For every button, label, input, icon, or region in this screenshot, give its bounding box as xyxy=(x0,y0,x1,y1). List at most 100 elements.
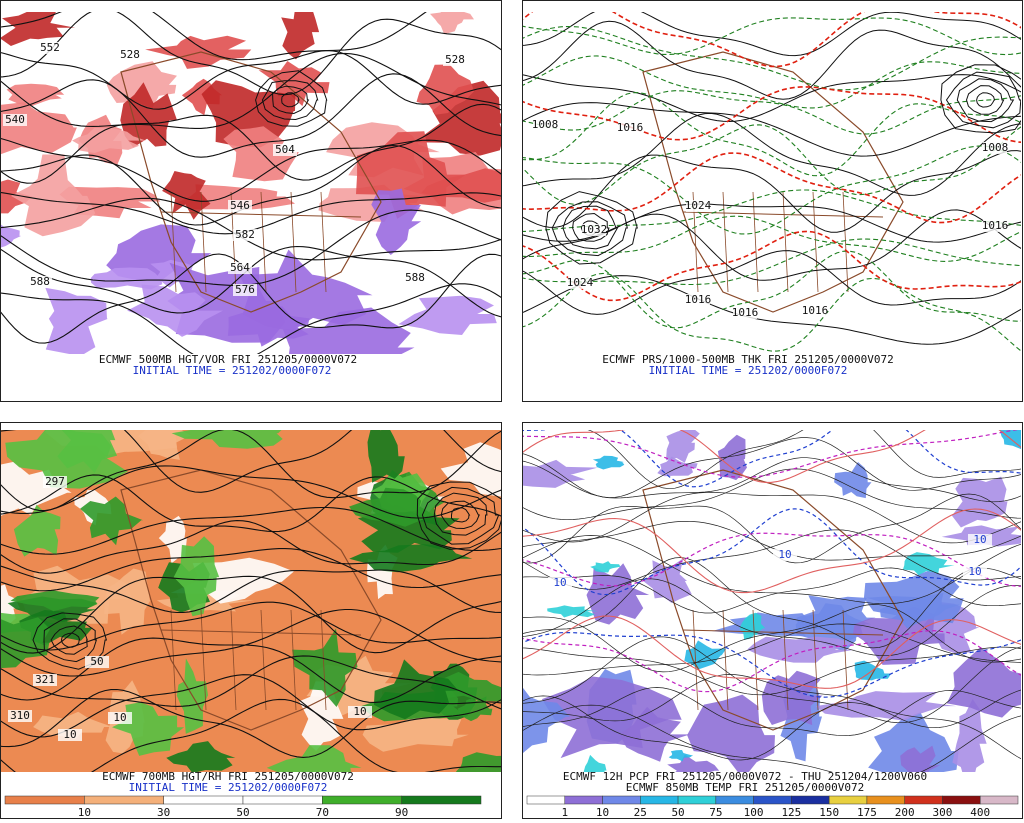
border xyxy=(682,629,884,636)
contour xyxy=(523,86,1021,144)
border xyxy=(170,191,177,293)
coastline xyxy=(120,51,382,313)
label-bg xyxy=(233,229,257,241)
caption: ECMWF 500MB HGT/VOR FRI 251205/0000V072 xyxy=(99,353,357,366)
contour-label: 1008 xyxy=(982,141,1009,154)
contour xyxy=(587,430,1021,490)
shaded-area xyxy=(13,504,61,557)
label-bg xyxy=(443,54,467,66)
colorbar-swatch xyxy=(602,795,641,805)
contour xyxy=(523,430,1021,483)
shaded-area xyxy=(398,295,497,335)
contour xyxy=(523,631,1021,698)
shaded-area xyxy=(127,284,223,337)
colorbar-swatch xyxy=(84,795,164,805)
contour xyxy=(523,112,1021,196)
contour xyxy=(523,532,1021,587)
caption: ECMWF PRS/1000-500MB THK FRI 251205/0000… xyxy=(602,353,893,366)
shaded-area xyxy=(356,131,466,219)
contour xyxy=(523,250,1021,315)
contour xyxy=(523,430,1021,488)
shaded-area xyxy=(282,307,415,354)
colorbar-swatch xyxy=(904,795,943,805)
subcaption: INITIAL TIME = 251202/0000F072 xyxy=(129,781,328,794)
colorbar-label: 90 xyxy=(395,806,408,819)
contour-label: 1024 xyxy=(567,276,594,289)
label-bg xyxy=(348,706,372,718)
contour xyxy=(523,704,1021,772)
colorbar-label: 10 xyxy=(78,806,91,819)
contour xyxy=(1,197,501,261)
shaded-area xyxy=(318,184,425,222)
shaded-area xyxy=(761,670,823,726)
shaded-area xyxy=(72,128,147,153)
border xyxy=(200,609,207,711)
contour xyxy=(523,275,1021,345)
contour xyxy=(1,50,501,110)
contour xyxy=(1,674,501,738)
colorbar-label: 50 xyxy=(236,806,249,819)
border xyxy=(260,191,267,293)
contour-ring xyxy=(572,212,610,242)
label-bg xyxy=(273,144,297,156)
shaded-area xyxy=(120,82,178,148)
contour xyxy=(523,687,1021,737)
shaded-area xyxy=(80,496,144,546)
colorbar-label: 25 xyxy=(634,806,647,819)
colorbar-swatch xyxy=(791,795,830,805)
colorbar-swatch xyxy=(163,795,244,805)
label-bg xyxy=(733,307,757,319)
contour-ring xyxy=(255,70,328,127)
shaded-area xyxy=(162,171,211,220)
colorbar-label: 75 xyxy=(709,806,722,819)
contour-label: 10 xyxy=(973,533,986,546)
shaded-area xyxy=(946,647,1021,718)
shaded-area xyxy=(739,612,766,640)
border xyxy=(812,191,819,293)
label-bg xyxy=(3,114,27,126)
label-bg xyxy=(983,220,1007,232)
shaded-area xyxy=(900,745,941,772)
shaded-area xyxy=(834,462,872,499)
contour xyxy=(523,17,1021,56)
label-bg xyxy=(85,656,109,668)
contour-ring xyxy=(956,78,1015,123)
panel-surface: 1008 1016 1032 1024 1024 1016 1016 1008 1016 1016… xyxy=(522,0,1023,402)
colorbar-label: 175 xyxy=(857,806,877,819)
label-bg xyxy=(233,284,257,296)
border xyxy=(692,609,699,711)
contour xyxy=(523,74,1021,123)
contour xyxy=(523,468,1021,521)
contour xyxy=(523,508,1021,594)
shaded-area xyxy=(430,12,474,35)
shaded-area xyxy=(717,434,747,481)
contour xyxy=(523,604,1021,673)
colorbar-swatch xyxy=(526,795,566,805)
shaded-area xyxy=(281,12,320,60)
contour xyxy=(523,630,1021,693)
contour-label: 588 xyxy=(405,271,425,284)
contour xyxy=(1,137,501,202)
shaded-area xyxy=(6,83,65,107)
label-bg xyxy=(568,277,592,289)
contour-label: 504 xyxy=(275,143,295,156)
map: 297 321 310 50 10 10 10 xyxy=(1,430,501,772)
contour-ring xyxy=(60,632,81,648)
shaded-area xyxy=(362,717,469,752)
shaded-area xyxy=(416,64,475,115)
contour-ring xyxy=(433,492,488,536)
border xyxy=(160,211,362,218)
shaded-area xyxy=(10,590,100,612)
contour xyxy=(1,506,501,555)
panel-500mb: 552 528 540 528 504 546 582 564 576 588 588 ECMWF 5… xyxy=(0,0,502,402)
contour xyxy=(523,695,1021,761)
label-bg xyxy=(968,534,992,546)
contour xyxy=(523,215,1021,262)
contour xyxy=(1,608,501,677)
contour-label: 297 xyxy=(45,475,65,488)
label-bg xyxy=(38,42,62,54)
contour-ring xyxy=(965,85,1005,115)
contour-ring xyxy=(421,486,500,545)
colorbar-swatch xyxy=(753,795,792,805)
